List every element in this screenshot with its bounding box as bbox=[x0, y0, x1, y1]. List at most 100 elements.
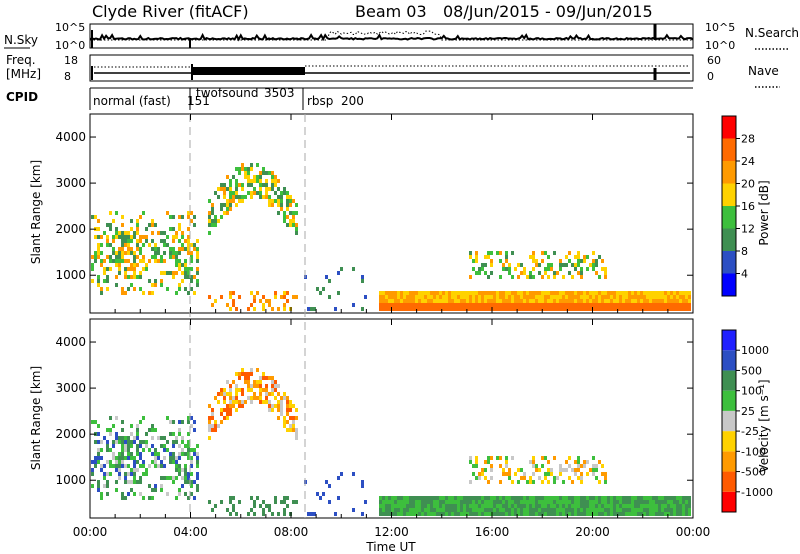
power-cell-1096 bbox=[658, 307, 661, 311]
power-cell-849 bbox=[544, 291, 547, 295]
power-cell-314 bbox=[223, 183, 226, 187]
velocity-cell-196 bbox=[166, 440, 169, 444]
power-cell-1030 bbox=[619, 303, 622, 307]
time-axis: 00:00 04:00 08:00 12:00 16:00 20:00 00:00 bbox=[73, 114, 710, 539]
power-cell-797 bbox=[523, 299, 526, 303]
velocity-cell-851 bbox=[544, 504, 547, 508]
velocity-cell-43 bbox=[109, 428, 112, 432]
power-cell-606 bbox=[436, 295, 439, 299]
velocity-cell-1007 bbox=[607, 496, 610, 500]
velocity-cell-527 bbox=[388, 504, 391, 508]
power-cell-685 bbox=[478, 271, 481, 275]
power-cell-184 bbox=[160, 255, 163, 259]
velocity-cell-277 bbox=[193, 496, 196, 500]
power-cell-300 bbox=[214, 191, 217, 195]
power-cell-835 bbox=[538, 299, 541, 303]
velocity-cell-286 bbox=[196, 488, 199, 492]
velocity-cell-1027 bbox=[619, 496, 622, 500]
power-cell-450 bbox=[280, 203, 283, 207]
velocity-cell-1015 bbox=[610, 508, 613, 512]
velocity-cell-391 bbox=[256, 368, 259, 372]
velocity-cell-631 bbox=[451, 500, 454, 504]
velocity-cell-492 bbox=[310, 512, 313, 516]
power-cell-220 bbox=[175, 263, 178, 267]
velocity-cell-1002 bbox=[604, 496, 607, 500]
power-cell-351 bbox=[235, 203, 238, 207]
velocity-cell-668 bbox=[472, 464, 475, 468]
power-cell-809 bbox=[529, 291, 532, 295]
velocity-cell-655 bbox=[466, 496, 469, 500]
power-cell-89 bbox=[124, 243, 127, 247]
power-cell-545 bbox=[400, 291, 403, 295]
velocity-cell-1108 bbox=[667, 500, 670, 504]
velocity-cell-37 bbox=[106, 460, 109, 464]
velocity-cell-1075 bbox=[646, 508, 649, 512]
velocity-cell-267 bbox=[190, 464, 193, 468]
power-cell-226 bbox=[178, 239, 181, 243]
velocity-cell-649 bbox=[460, 512, 463, 516]
velocity-cell-164 bbox=[151, 436, 154, 440]
velocity-cell-981 bbox=[595, 500, 598, 504]
velocity-cell-99 bbox=[127, 448, 130, 452]
power-cell-1137 bbox=[685, 291, 688, 295]
velocity-cell-630 bbox=[451, 496, 454, 500]
velocity-cell-425 bbox=[271, 376, 274, 380]
power-cell-1042 bbox=[628, 291, 631, 295]
power-colorbar-swatch-6 bbox=[722, 138, 736, 161]
velocity-cell-3 bbox=[91, 472, 94, 476]
power-cell-743 bbox=[502, 267, 505, 271]
power-cell-604 bbox=[433, 307, 436, 311]
power-cell-370 bbox=[247, 171, 250, 175]
velocity-cell-604 bbox=[433, 512, 436, 516]
power-cell-242 bbox=[184, 239, 187, 243]
power-cell-282 bbox=[196, 259, 199, 263]
velocity-cell-124 bbox=[133, 480, 136, 484]
velocity-cell-191 bbox=[163, 448, 166, 452]
velocity-cell-582 bbox=[421, 504, 424, 508]
power-cell-249 bbox=[184, 287, 187, 291]
velocity-cell-1071 bbox=[643, 512, 646, 516]
velocity-cell-12 bbox=[97, 432, 100, 436]
velocity-cell-351 bbox=[235, 408, 238, 412]
velocity-cell-741 bbox=[499, 512, 502, 516]
velocity-cell-262 bbox=[190, 416, 193, 420]
power-cell-784 bbox=[517, 303, 520, 307]
velocity-cell-1100 bbox=[661, 508, 664, 512]
velocity-cell-202 bbox=[169, 452, 172, 456]
power-cell-295 bbox=[211, 207, 214, 211]
velocity-cell-820 bbox=[532, 500, 535, 504]
noise-right-tick-bottom: 10^0 bbox=[705, 39, 735, 52]
power-cell-655 bbox=[466, 291, 469, 295]
power-cell-526 bbox=[388, 295, 391, 299]
velocity-cell-746 bbox=[502, 504, 505, 508]
power-cell-1110 bbox=[667, 303, 670, 307]
power-cell-696 bbox=[481, 303, 484, 307]
power-cell-901 bbox=[565, 291, 568, 295]
power-cell-231 bbox=[178, 267, 181, 271]
velocity-cell-116 bbox=[133, 436, 136, 440]
power-cell-1070 bbox=[643, 303, 646, 307]
power-cell-1060 bbox=[637, 303, 640, 307]
power-cell-1102 bbox=[664, 291, 667, 295]
velocity-cell-451 bbox=[280, 412, 283, 416]
power-cell-790 bbox=[520, 299, 523, 303]
power-cell-994 bbox=[601, 291, 604, 295]
power-cell-360 bbox=[241, 167, 244, 171]
velocity-cell-455 bbox=[283, 416, 286, 420]
power-cell-605 bbox=[436, 291, 439, 295]
power-cell-137 bbox=[139, 235, 142, 239]
power-cell-899 bbox=[565, 255, 568, 259]
velocity-cell-251 bbox=[187, 420, 190, 424]
velocity-cell-1074 bbox=[646, 504, 649, 508]
power-cell-90 bbox=[124, 251, 127, 255]
velocity-cell-513 bbox=[379, 508, 382, 512]
power-cell-151 bbox=[142, 291, 145, 295]
power-cell-35 bbox=[106, 239, 109, 243]
power-cell-1133 bbox=[682, 295, 685, 299]
velocity-cell-670 bbox=[472, 496, 475, 500]
velocity-cell-1135 bbox=[682, 508, 685, 512]
velocity-cell-857 bbox=[547, 480, 550, 484]
twofsound-frequency-block bbox=[192, 67, 305, 75]
velocity-cell-756 bbox=[505, 508, 508, 512]
power-colorbar-swatch-4 bbox=[722, 183, 736, 206]
